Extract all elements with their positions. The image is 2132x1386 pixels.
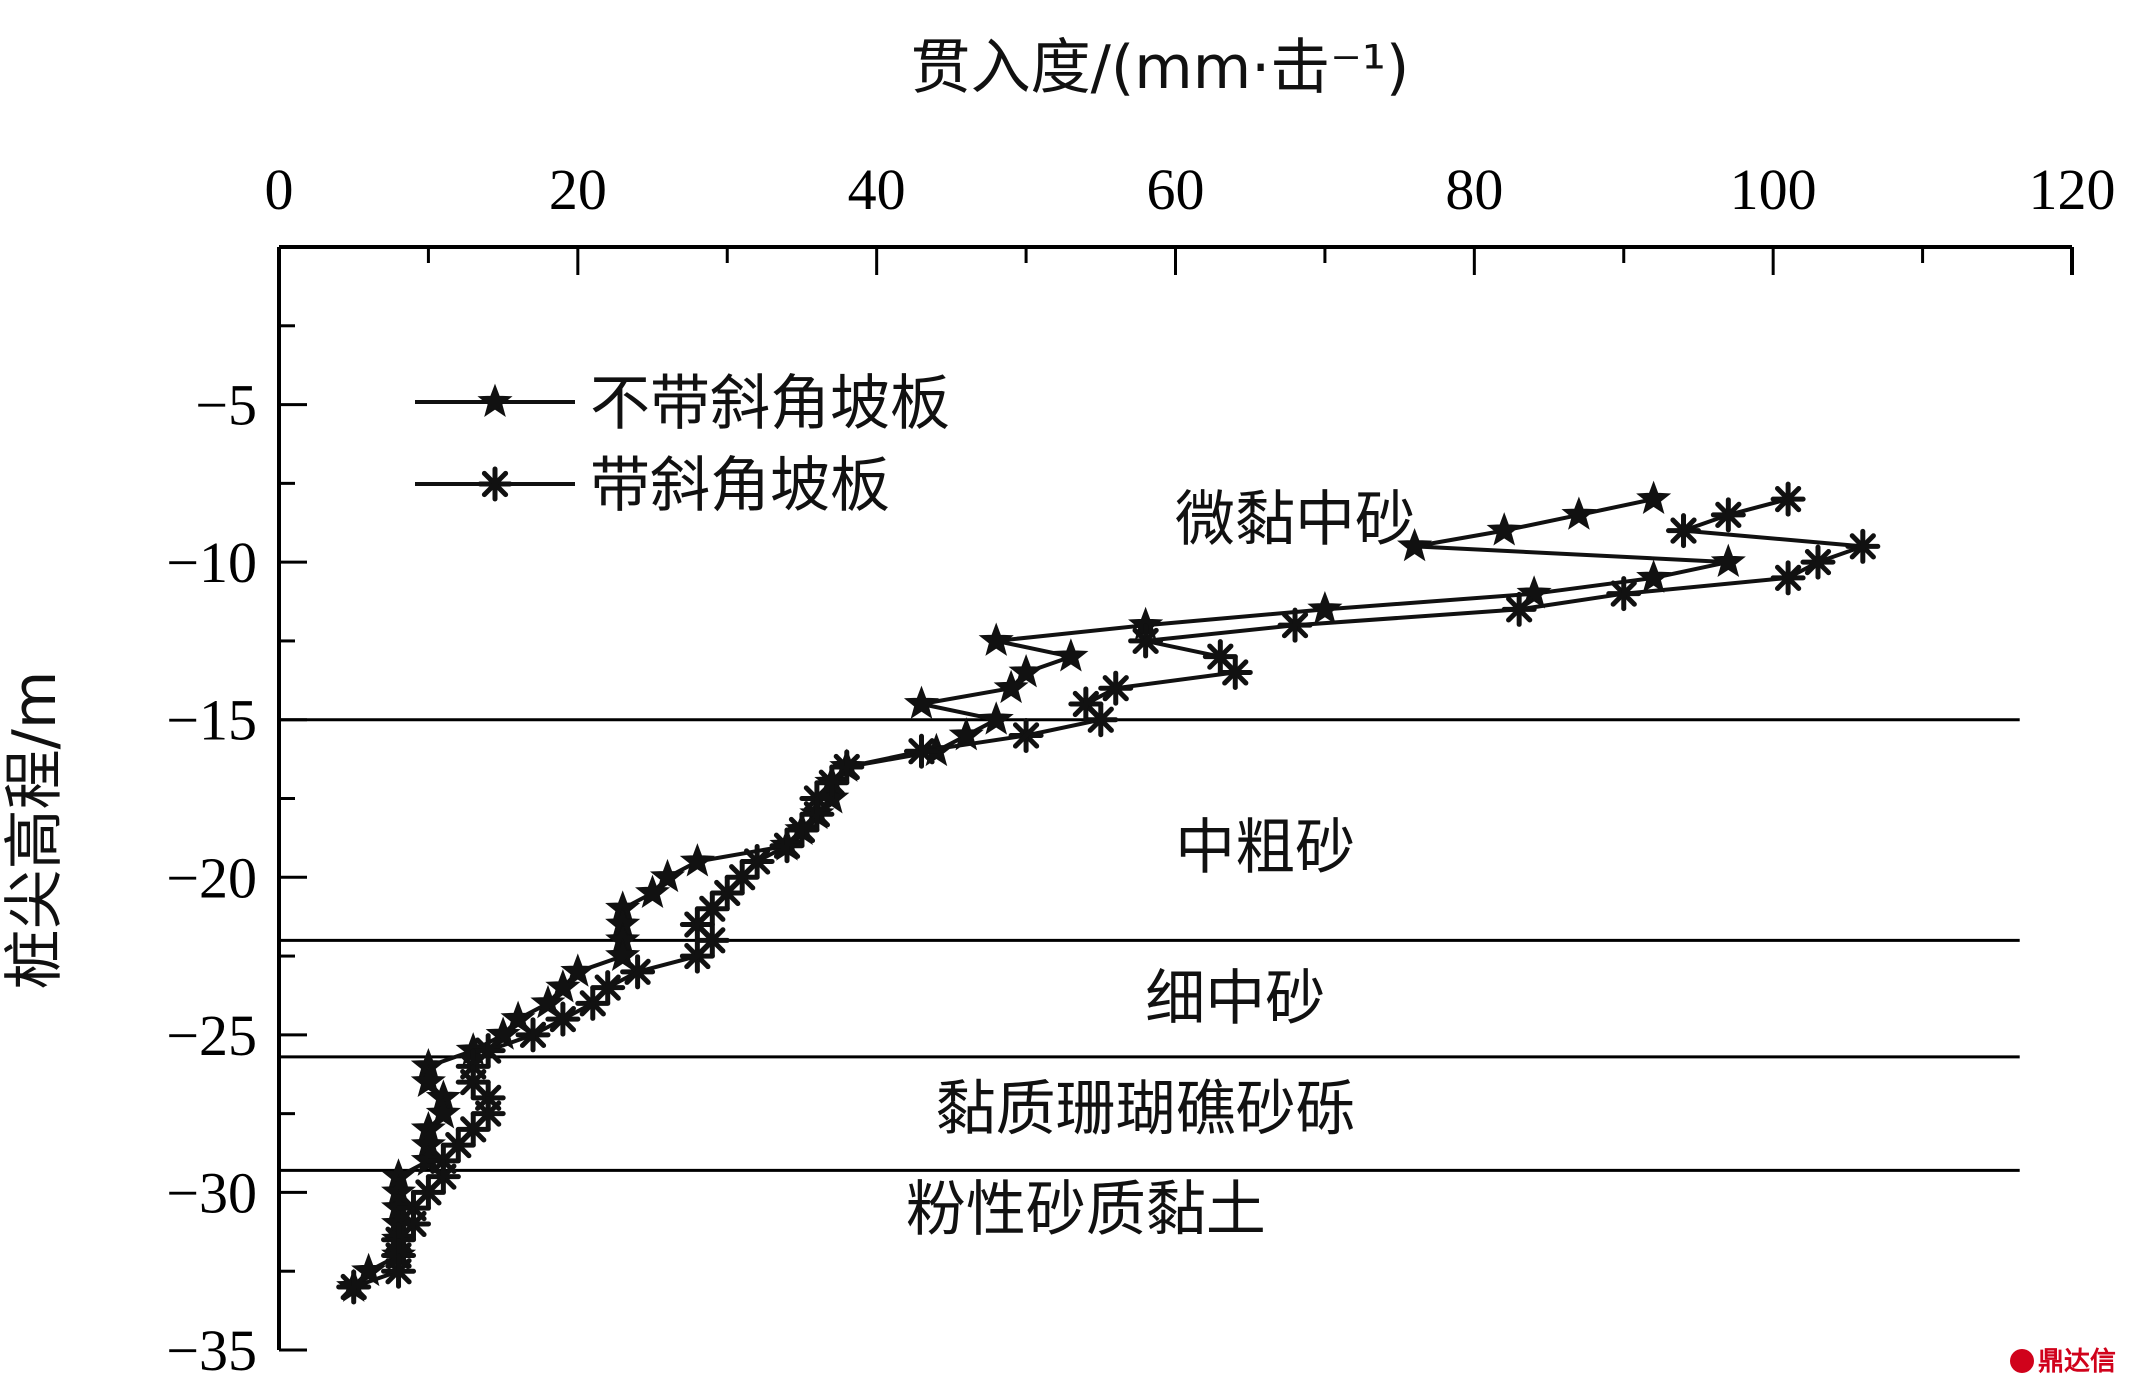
series-point xyxy=(1845,528,1881,564)
series-line xyxy=(352,497,1731,1289)
series-point xyxy=(1561,496,1597,530)
series-point xyxy=(560,953,596,987)
x-tick-label: 40 xyxy=(848,157,906,222)
series-point xyxy=(903,685,940,719)
series-point xyxy=(1008,653,1044,688)
series-point xyxy=(1516,575,1552,609)
series-point xyxy=(530,984,566,1019)
series-point xyxy=(1636,559,1672,593)
series-point xyxy=(351,1252,387,1287)
y-tick-label: −35 xyxy=(166,1318,257,1383)
series-point xyxy=(993,669,1029,704)
y-tick-label: −25 xyxy=(166,1003,257,1068)
series-point xyxy=(679,843,715,877)
series-point xyxy=(485,1016,521,1050)
y-axis-ticks: −5 −10 −15 −20 −25 −30 −35 xyxy=(166,324,307,1383)
series-point xyxy=(1501,591,1537,627)
y-axis-title: 桩尖高程/m xyxy=(0,671,70,990)
series-line xyxy=(353,497,1865,1289)
series-point xyxy=(1710,543,1746,578)
series-point xyxy=(1008,717,1044,753)
series-point xyxy=(1710,497,1746,533)
soil-layer-label: 细中砂 xyxy=(1145,964,1325,1034)
series-point xyxy=(1606,576,1642,612)
series-point xyxy=(336,1269,372,1305)
series-point xyxy=(978,701,1014,735)
legend-item: 带斜角坡板 xyxy=(415,451,890,521)
series-point xyxy=(709,875,745,911)
x-axis-ticks: 0 20 40 60 80 100 120 xyxy=(265,157,2116,275)
series-point xyxy=(1486,512,1522,546)
x-tick-label: 80 xyxy=(1445,157,1503,222)
x-axis-title: 贯入度/(mm·击⁻¹) xyxy=(911,33,1410,103)
watermark-text: 鼎达信 xyxy=(2038,1347,2116,1377)
x-tick-label: 60 xyxy=(1147,157,1205,222)
series-point xyxy=(1800,544,1836,580)
soil-layer-label: 粉性砂质黏土 xyxy=(906,1175,1266,1245)
series-point xyxy=(1217,654,1253,690)
y-tick-label: −30 xyxy=(166,1160,257,1225)
series-1 xyxy=(336,480,1746,1302)
series-layer xyxy=(336,480,1881,1305)
legend-label: 不带斜角坡板 xyxy=(590,369,950,439)
series-point xyxy=(1277,607,1313,643)
y-tick-label: −5 xyxy=(195,373,257,438)
series-point xyxy=(1098,670,1134,706)
series-point xyxy=(395,1206,431,1242)
series-point xyxy=(515,1017,551,1053)
series-point xyxy=(545,969,581,1003)
soil-layer-label: 微黏中砂 xyxy=(1175,485,1415,555)
x-tick-label: 20 xyxy=(549,157,607,222)
series-point xyxy=(545,1001,581,1037)
series-2 xyxy=(336,481,1881,1305)
soil-layer-label: 中粗砂 xyxy=(1175,813,1355,883)
series-point xyxy=(1053,638,1089,672)
series-point xyxy=(1770,560,1806,596)
series-point xyxy=(620,954,656,990)
series-point xyxy=(477,383,513,417)
series-point xyxy=(694,891,730,927)
series-point xyxy=(679,938,715,974)
series-point xyxy=(1128,623,1164,659)
series-point xyxy=(575,985,611,1021)
y-tick-label: −20 xyxy=(166,845,257,910)
series-point xyxy=(903,733,939,769)
series-point xyxy=(1307,590,1343,625)
legend-label: 带斜角坡板 xyxy=(590,451,890,521)
series-point xyxy=(829,749,865,785)
series-point xyxy=(605,937,641,971)
series-point xyxy=(1397,527,1433,562)
series-point xyxy=(500,1000,536,1035)
series-point xyxy=(1083,702,1119,738)
series-point xyxy=(425,1095,461,1129)
series-point xyxy=(635,874,671,908)
series-point xyxy=(649,858,686,893)
series-point xyxy=(739,844,775,880)
series-point xyxy=(1666,513,1702,549)
series-point xyxy=(410,1063,446,1098)
x-tick-label: 120 xyxy=(2029,157,2116,222)
y-tick-label: −10 xyxy=(166,530,257,595)
series-point xyxy=(978,622,1014,656)
x-tick-label: 100 xyxy=(1730,157,1817,222)
soil-layer-label: 黏质珊瑚礁砂砾 xyxy=(936,1074,1356,1144)
series-point xyxy=(784,812,820,848)
legend-item: 不带斜角坡板 xyxy=(415,369,950,439)
series-point xyxy=(679,907,715,943)
y-tick-label: −15 xyxy=(166,688,257,753)
series-point xyxy=(769,828,805,864)
watermark-icon xyxy=(2010,1349,2034,1373)
series-point xyxy=(477,466,513,502)
series-point xyxy=(1636,480,1672,515)
series-point xyxy=(381,1253,417,1289)
series-point xyxy=(440,1127,476,1163)
series-point xyxy=(1770,481,1806,517)
series-point xyxy=(1068,686,1104,722)
watermark: 鼎达信 xyxy=(2010,1347,2116,1377)
x-tick-label: 0 xyxy=(265,157,294,222)
